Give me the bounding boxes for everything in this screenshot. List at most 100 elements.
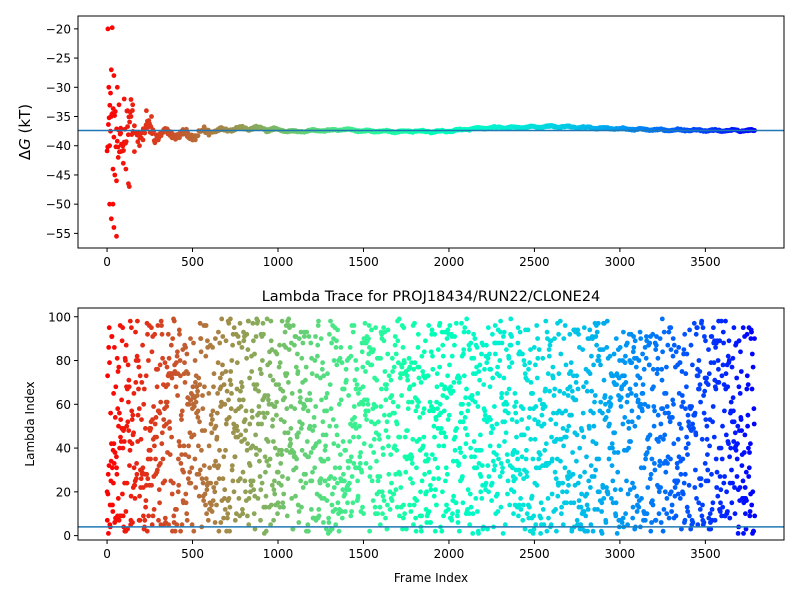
lambda-point <box>392 342 398 348</box>
lambda-point <box>126 384 132 390</box>
lambda-point <box>445 373 450 379</box>
lambda-point <box>348 353 354 359</box>
lambda-point <box>189 465 195 471</box>
lambda-point <box>565 393 571 398</box>
lambda-point <box>566 423 572 429</box>
lambda-point <box>472 399 478 405</box>
lambda-point <box>533 522 539 528</box>
lambda-point <box>604 345 610 350</box>
lambda-point <box>513 476 518 482</box>
lambda-y-axis-label: Lambda Index <box>23 381 37 466</box>
lambda-point <box>274 399 279 405</box>
lambda-point <box>645 485 651 490</box>
lambda-point <box>669 509 674 514</box>
lambda-point <box>432 331 438 337</box>
lambda-point <box>311 415 317 420</box>
lambda-point <box>342 509 348 514</box>
lambda-point <box>630 480 635 486</box>
lambda-point <box>551 410 556 416</box>
lambda-point <box>586 478 592 484</box>
lambda-point <box>121 439 127 444</box>
lambda-point <box>613 336 619 341</box>
lambda-point <box>618 404 624 409</box>
lambda-point <box>187 469 193 475</box>
lambda-point <box>425 373 431 379</box>
lambda-point <box>111 461 117 466</box>
lambda-point <box>699 318 705 324</box>
lambda-point <box>120 325 126 331</box>
lambda-point <box>324 391 330 396</box>
lambda-point <box>114 471 120 477</box>
lambda-point <box>263 528 269 534</box>
lambda-point <box>613 500 619 506</box>
lambda-point <box>482 366 487 372</box>
lambda-point <box>196 443 201 449</box>
lambda-point <box>439 528 445 534</box>
lambda-point <box>670 397 676 403</box>
lambda-point <box>462 454 467 460</box>
lambda-point <box>701 410 707 416</box>
lambda-point <box>160 456 166 462</box>
lambda-point <box>518 507 524 512</box>
lambda-point <box>230 478 236 484</box>
lambda-point <box>610 373 616 379</box>
lambda-point <box>457 375 462 381</box>
lambda-point <box>249 415 255 420</box>
lambda-point <box>500 465 505 471</box>
lambda-point <box>675 478 681 484</box>
lambda-point <box>538 515 544 521</box>
lambda-point <box>636 358 642 363</box>
lambda-point <box>304 439 310 444</box>
lambda-point <box>478 432 483 438</box>
lambda-point <box>618 395 624 401</box>
lambda-point <box>411 522 416 528</box>
lambda-point <box>391 364 397 370</box>
lambda-point <box>411 502 417 508</box>
lambda-point <box>642 517 648 523</box>
lambda-point <box>561 443 566 449</box>
lambda-point <box>253 432 258 438</box>
lambda-point <box>742 485 748 490</box>
lambda-point <box>202 491 208 497</box>
delta-g-point <box>121 96 127 102</box>
lambda-point <box>481 382 487 387</box>
lambda-point <box>280 388 286 394</box>
delta-g-point <box>177 135 182 141</box>
lambda-point <box>249 369 255 374</box>
lambda-point <box>750 489 756 495</box>
lambda-point <box>246 522 252 528</box>
lambda-point <box>535 336 540 341</box>
lambda-point <box>745 423 750 429</box>
lambda-point <box>186 401 192 407</box>
lambda-point <box>524 511 530 517</box>
delta-g-point <box>104 148 110 154</box>
lambda-point <box>343 447 348 453</box>
lambda-point <box>726 358 732 363</box>
lambda-point <box>577 474 583 479</box>
lambda-point <box>212 489 218 495</box>
lambda-point <box>203 323 209 328</box>
lambda-point <box>471 355 477 361</box>
lambda-point <box>556 371 562 377</box>
lambda-point <box>229 463 235 468</box>
lambda-point <box>225 511 231 517</box>
lambda-point <box>448 384 453 390</box>
lambda-point <box>477 377 482 383</box>
lambda-point <box>325 371 330 377</box>
lambda-point <box>347 480 352 486</box>
lambda-point <box>125 399 131 405</box>
lambda-point <box>136 386 141 392</box>
lambda-point <box>379 386 384 392</box>
lambda-point <box>297 399 303 405</box>
lambda-point <box>657 463 662 468</box>
lambda-point <box>421 434 427 440</box>
lambda-y-tick-label: 60 <box>56 398 71 412</box>
lambda-point <box>281 504 286 510</box>
lambda-point <box>415 404 420 409</box>
lambda-point <box>691 426 696 431</box>
delta-g-point <box>108 90 113 96</box>
lambda-point <box>263 469 268 475</box>
lambda-point <box>711 434 717 440</box>
lambda-point <box>176 327 182 333</box>
lambda-point <box>412 320 417 326</box>
